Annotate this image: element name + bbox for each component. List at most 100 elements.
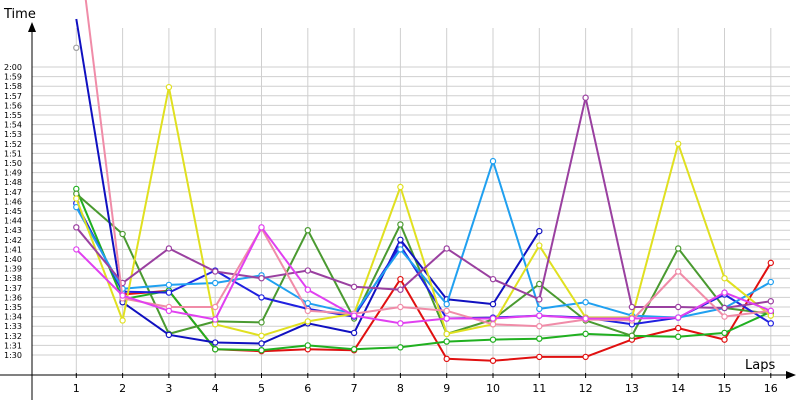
data-point — [397, 183, 404, 191]
data-point — [258, 340, 265, 347]
y-tick-label: 1:49 — [4, 169, 22, 178]
y-tick-label: 1:35 — [4, 303, 22, 312]
data-point — [165, 83, 173, 91]
series-line — [75, 96, 771, 309]
data-point — [304, 318, 311, 325]
data-point — [489, 321, 497, 328]
x-tick-label: 10 — [486, 382, 500, 395]
data-point — [258, 294, 265, 301]
data-point — [443, 300, 450, 308]
data-point — [304, 299, 311, 307]
x-tick-label: 6 — [304, 382, 311, 395]
y-tick-label: 1:36 — [4, 293, 22, 302]
data-point — [443, 307, 450, 315]
data-point — [73, 44, 80, 52]
data-point — [536, 242, 543, 249]
y-tick-label: 1:53 — [4, 130, 22, 139]
data-point — [211, 346, 219, 353]
data-point — [675, 140, 682, 147]
y-tick-labels: 1:301:311:321:331:341:351:361:371:381:39… — [4, 63, 22, 360]
data-point — [258, 224, 265, 231]
data-point — [675, 314, 682, 321]
data-point — [767, 320, 775, 327]
data-point — [489, 336, 497, 343]
data-point — [628, 315, 636, 322]
data-point — [536, 296, 543, 303]
data-point — [211, 268, 219, 275]
data-point — [73, 224, 80, 231]
data-point — [165, 245, 173, 252]
x-axis-arrow — [786, 371, 796, 379]
data-point — [211, 303, 219, 311]
x-tick-label: 5 — [258, 382, 265, 395]
y-tick-label: 1:46 — [4, 197, 22, 206]
data-point — [165, 307, 173, 315]
data-point — [675, 268, 682, 275]
x-tick-label: 15 — [718, 382, 732, 395]
data-point — [489, 300, 497, 308]
data-point — [628, 332, 636, 339]
data-point — [536, 353, 543, 361]
series-7 — [73, 94, 775, 312]
data-point — [443, 315, 450, 322]
data-point — [675, 324, 682, 332]
data-point — [258, 319, 265, 326]
x-tick-label: 2 — [119, 382, 126, 395]
data-point — [489, 315, 497, 322]
data-point — [582, 353, 589, 361]
y-axis-title: Time — [3, 7, 36, 22]
data-point — [397, 275, 404, 283]
data-point — [628, 303, 636, 311]
x-axis-title: Laps — [745, 358, 775, 373]
data-point — [304, 267, 311, 274]
y-tick-label: 1:43 — [4, 226, 22, 235]
series-line — [75, 226, 772, 325]
x-tick-label: 12 — [579, 382, 593, 395]
data-point — [721, 304, 728, 312]
data-point — [258, 347, 265, 354]
data-point — [721, 289, 728, 296]
data-point — [397, 221, 404, 228]
data-point — [675, 303, 682, 311]
data-point — [675, 245, 682, 252]
data-point — [397, 320, 404, 327]
data-point — [536, 305, 543, 313]
y-tick-label: 1:31 — [4, 341, 22, 350]
data-point — [767, 259, 775, 267]
data-point — [119, 292, 126, 299]
data-point — [443, 245, 450, 252]
y-tick-label: 1:45 — [4, 207, 22, 216]
y-tick-label: 1:57 — [4, 92, 22, 101]
data-point — [582, 299, 589, 306]
data-point — [211, 316, 219, 323]
data-point — [536, 323, 543, 330]
data-point — [211, 279, 219, 287]
series-lines — [73, 0, 775, 364]
data-point — [350, 283, 358, 291]
x-tick-label: 3 — [165, 382, 172, 395]
data-point — [165, 281, 173, 289]
data-point — [675, 333, 682, 340]
y-tick-label: 1:52 — [4, 140, 22, 149]
data-point — [73, 246, 80, 253]
data-point — [350, 329, 358, 337]
x-tick-label: 7 — [351, 382, 358, 395]
y-tick-label: 1:55 — [4, 111, 22, 120]
data-point — [73, 195, 80, 202]
x-tick-label: 9 — [443, 382, 450, 395]
data-point — [582, 94, 589, 101]
x-tick-label: 14 — [671, 382, 685, 395]
y-tick-label: 1:33 — [4, 322, 22, 331]
data-point — [165, 331, 173, 339]
data-point — [397, 303, 404, 311]
series-line — [84, 0, 771, 328]
series-line — [75, 86, 772, 337]
y-tick-label: 1:30 — [4, 351, 22, 360]
data-point — [721, 275, 728, 282]
data-point — [304, 342, 311, 349]
y-tick-label: 1:44 — [4, 217, 22, 226]
y-axis-arrow — [28, 22, 36, 32]
y-tick-label: 1:37 — [4, 284, 22, 293]
series-line — [75, 192, 771, 337]
y-tick-label: 1:48 — [4, 178, 22, 187]
